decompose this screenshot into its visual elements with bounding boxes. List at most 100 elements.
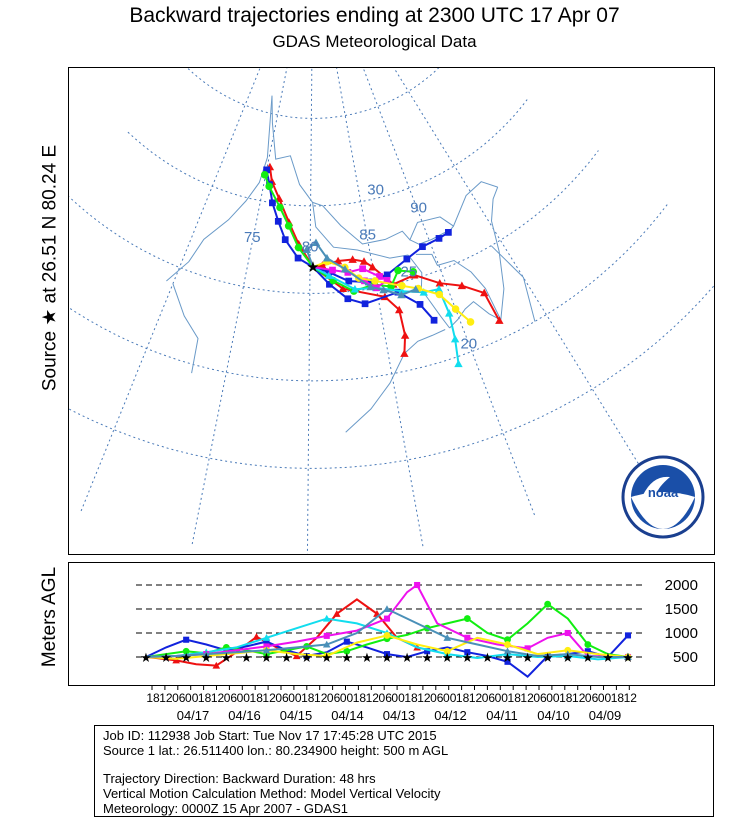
hour-tick-label: 12 [159,691,173,705]
trajectory-marker [435,235,443,242]
trajectory-marker [445,229,452,236]
hour-tick-label: 18 [250,691,264,705]
trajectory-marker [323,632,330,639]
trajectory-marker [260,171,269,179]
latitude-label: 20 [460,336,477,353]
border-line [345,353,405,433]
hour-tick-label: 06 [275,691,289,705]
height-tick-label: 1500 [665,601,698,618]
trajectory-marker [292,652,301,660]
trajectory-marker [544,600,552,608]
info-meteorology-line: Meteorology: 0000Z 15 Apr 2007 - GDAS1 [103,801,348,816]
trajectory-marker [563,650,572,658]
hour-tick-label: 06 [533,691,547,705]
trajectory-marker [269,199,276,207]
trajectory-marker [338,284,348,293]
hour-tick-label: 12 [572,691,586,705]
noaa-logo-text: noaa [648,485,679,500]
trajectory-tracks: ★ [260,162,504,368]
trajectory-marker [284,222,293,230]
trajectory-marker [348,255,357,263]
trajectory-marker [480,288,489,297]
trajectory-marker [340,264,350,273]
trajectory-marker [524,645,531,652]
source-star: ★ [306,259,319,276]
meridian-line [306,67,313,555]
source-star-marker: ★ [281,650,293,665]
map-grid [68,67,715,555]
border-line [166,95,273,282]
hour-tick-label: 00 [237,691,251,705]
hour-tick-label: 06 [482,691,496,705]
trajectory-marker [294,243,303,252]
height-tick-label: 500 [673,649,698,666]
grid-labels: 75 80 85 90 30 25 20 [244,182,477,353]
trajectory-marker [323,652,331,660]
source-star-marker: ★ [321,650,333,665]
trajectory-marker [379,285,388,294]
trajectory-marker [564,646,572,654]
trajectory-marker [376,273,383,280]
date-tick-label: 04/15 [280,708,313,723]
trajectory-marker [281,236,289,244]
trajectory-marker [383,276,391,284]
hour-tick-label: 00 [598,691,612,705]
source-star-marker: ★ [160,650,172,665]
source-star-marker: ★ [180,650,192,665]
source-markers: ★ ★ ★ ★ ★ ★ ★ ★ ★ ★ ★ ★ ★ ★ ★ ★ ★ ★ ★ ★ ★ ★ ★ ★ ★ [140,650,634,665]
trajectory-marker [464,634,471,641]
trajectory-marker [318,261,327,269]
source-star-marker: ★ [401,650,413,665]
trajectory-marker [252,633,261,640]
trajectory-marker [434,284,444,293]
hour-tick-label: 12 [624,691,638,705]
trajectory-marker [350,284,360,293]
source-star-marker: ★ [140,650,152,665]
hour-tick-label: 12 [366,691,380,705]
trajectory-marker [361,300,369,308]
source-star-marker: ★ [200,650,212,665]
hour-tick-label: 18 [559,691,573,705]
trajectory-marker [371,277,379,285]
hour-tick-label: 00 [495,691,509,705]
trajectory-marker [624,632,632,639]
trajectory-marker [394,266,402,275]
trajectory-marker [202,650,211,658]
source-star-marker: ★ [301,650,313,665]
trajectory-marker [212,661,221,669]
trajectory-marker [397,286,407,295]
trajectory-marker [322,253,332,262]
border-line [490,245,536,322]
hour-tick-label: 18 [611,691,625,705]
trajectory-marker [322,640,331,648]
info-direction-line: Trajectory Direction: Backward Duration:… [103,771,376,786]
date-tick-label: 04/14 [331,708,364,723]
trajectory-marker [265,182,273,191]
trajectory-marker [383,615,391,622]
parallel-line [68,150,599,294]
trajectory-marker [359,257,369,265]
border-line [449,300,502,329]
height-tick-label: 1000 [665,625,698,642]
hour-tick-label: 18 [456,691,470,705]
trajectory-marker [398,281,406,290]
trajectory-marker [454,359,463,368]
height-profile-chart: 500100015002000500 ★★★★★★★★★★★★★★★★★★★★★… [68,562,715,723]
trajectory-marker [383,651,391,658]
hour-tick-label: 00 [288,691,302,705]
hour-tick-label: 12 [417,691,431,705]
trajectory-marker [262,646,271,654]
latitude-label: 25 [400,263,417,280]
trajectory-marker [584,648,591,655]
hour-tick-label: 06 [379,691,393,705]
height-series [145,581,632,679]
hour-tick-label: 12 [314,691,328,705]
trajectory-marker [343,638,350,645]
hour-tick-label: 00 [340,691,354,705]
trajectory-marker [414,581,421,589]
hour-tick-label: 06 [327,691,341,705]
trajectory-marker [294,254,302,262]
trajectory-marker [311,238,321,247]
trajectory-marker [495,316,504,324]
source-star-marker: ★ [502,650,514,665]
